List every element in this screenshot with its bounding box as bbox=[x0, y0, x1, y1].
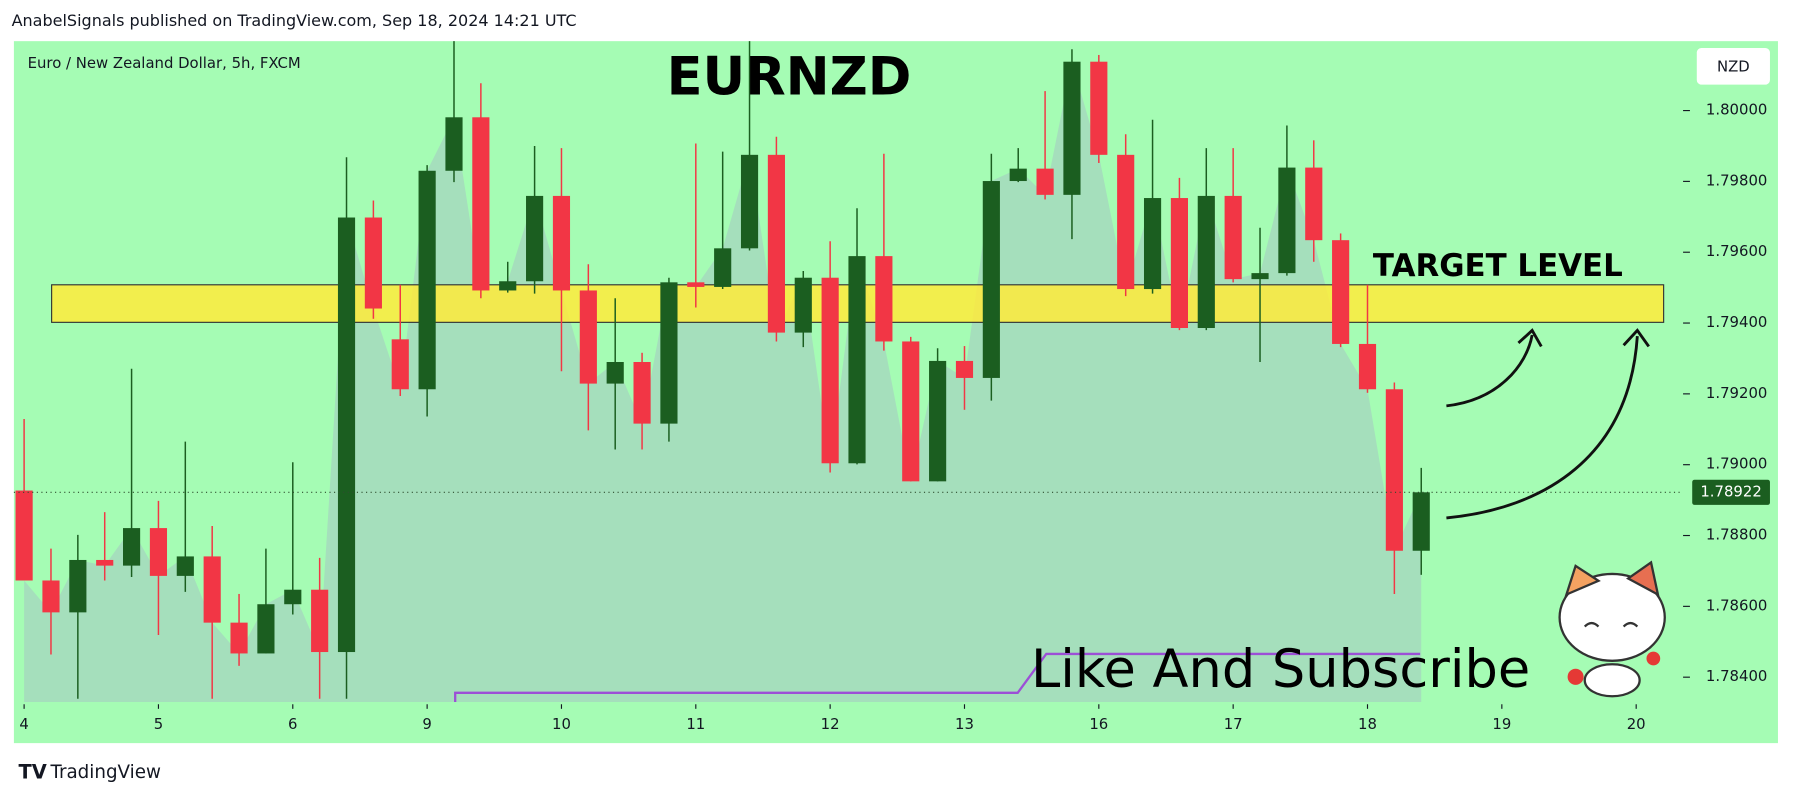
symbol-label: Euro / New Zealand Dollar, 5h, FXCM bbox=[28, 54, 301, 72]
x-tick-label: 18 bbox=[1358, 715, 1377, 733]
candle-body bbox=[1412, 492, 1430, 551]
candle-body bbox=[1385, 389, 1403, 551]
candle-body bbox=[284, 589, 302, 605]
candle-body bbox=[767, 154, 785, 333]
indicator-line bbox=[454, 652, 1421, 702]
candle-body bbox=[499, 281, 517, 291]
y-tick-label: 1.78400 bbox=[1706, 667, 1767, 685]
y-tick-label: 1.78600 bbox=[1706, 596, 1767, 614]
y-tick-label: 1.79600 bbox=[1706, 242, 1767, 260]
candle-body bbox=[203, 556, 221, 623]
candle-body bbox=[579, 290, 597, 384]
candle-body bbox=[848, 256, 866, 464]
candle-body bbox=[1170, 198, 1189, 329]
x-tick-label: 5 bbox=[154, 715, 163, 733]
candle-body bbox=[929, 360, 947, 482]
candle-body bbox=[794, 277, 812, 333]
y-tick-label: 1.79800 bbox=[1706, 171, 1767, 189]
candle-body bbox=[714, 248, 732, 287]
candle-body bbox=[526, 195, 544, 282]
currency-label: NZD bbox=[1717, 57, 1750, 75]
candle-body bbox=[418, 170, 436, 390]
last-price-box bbox=[1692, 479, 1770, 505]
x-tick-label: 17 bbox=[1224, 715, 1243, 733]
candle-body bbox=[69, 559, 87, 613]
arrow-head bbox=[1517, 328, 1543, 348]
x-tick-label: 20 bbox=[1627, 715, 1646, 733]
y-tick-label: 1.79400 bbox=[1706, 313, 1767, 331]
x-tick-label: 13 bbox=[955, 715, 974, 733]
logo: TV bbox=[18, 760, 46, 783]
last-price-label: 1.78922 bbox=[1700, 482, 1761, 500]
x-tick-label: 12 bbox=[821, 715, 840, 733]
candle-body bbox=[633, 362, 651, 424]
x-tick-label: 10 bbox=[552, 715, 571, 733]
candle-body bbox=[955, 360, 974, 378]
annotation: Like And Subscribe bbox=[1031, 639, 1530, 700]
candle-body bbox=[1090, 61, 1108, 155]
cat-sticker bbox=[1558, 560, 1666, 698]
candle-body bbox=[123, 528, 141, 566]
currency-box bbox=[1696, 48, 1770, 85]
header: AnabelSignals published on TradingView.c… bbox=[12, 11, 577, 30]
candle-body bbox=[230, 622, 248, 654]
candle-body bbox=[472, 117, 490, 291]
candle-body bbox=[687, 282, 705, 287]
candle-body bbox=[337, 217, 356, 653]
candle-body bbox=[1143, 198, 1162, 290]
candle-body bbox=[1251, 273, 1269, 280]
candle-body bbox=[740, 154, 759, 249]
candle-body bbox=[1224, 195, 1242, 280]
y-tick-label: 1.79200 bbox=[1706, 384, 1767, 402]
candle-body bbox=[821, 277, 839, 464]
arrow bbox=[1446, 334, 1534, 408]
x-tick-label: 16 bbox=[1089, 715, 1108, 733]
candle-body bbox=[875, 256, 893, 342]
candle-body bbox=[1063, 61, 1081, 195]
candle-body bbox=[15, 490, 33, 581]
candle-body bbox=[1036, 168, 1054, 195]
chart-title: EURNZD bbox=[667, 47, 912, 108]
candle-body bbox=[445, 117, 463, 171]
candle-body bbox=[257, 604, 275, 654]
candle-body bbox=[606, 362, 624, 384]
candle-body bbox=[42, 580, 60, 613]
candle-body bbox=[1332, 240, 1350, 344]
footer: TradingView bbox=[49, 762, 161, 783]
candle-body bbox=[552, 195, 571, 291]
y-tick-label: 1.79000 bbox=[1706, 455, 1767, 473]
arrow-head bbox=[1622, 328, 1650, 348]
candle-body bbox=[391, 339, 409, 390]
x-tick-label: 19 bbox=[1492, 715, 1511, 733]
candle-body bbox=[1305, 167, 1323, 241]
candle-body bbox=[982, 181, 1000, 378]
candle-body bbox=[660, 282, 678, 424]
candle-body bbox=[96, 559, 114, 566]
candle-body bbox=[1278, 167, 1296, 274]
candle-body bbox=[1009, 168, 1027, 182]
x-tick-label: 6 bbox=[288, 715, 297, 733]
x-tick-label: 4 bbox=[19, 715, 28, 733]
candle-body bbox=[1358, 343, 1377, 390]
target-label: TARGET LEVEL bbox=[1373, 248, 1623, 284]
candle-body bbox=[176, 556, 194, 576]
y-tick-label: 1.80000 bbox=[1706, 101, 1767, 119]
candle-body bbox=[1197, 195, 1215, 329]
y-tick-label: 1.78800 bbox=[1706, 526, 1767, 544]
candle-body bbox=[149, 528, 168, 576]
x-tick-label: 11 bbox=[686, 715, 705, 733]
arrow bbox=[1446, 336, 1639, 520]
candle-body bbox=[364, 217, 382, 309]
candle-body bbox=[311, 589, 329, 653]
candle-body bbox=[1117, 154, 1135, 290]
candle-body bbox=[902, 341, 920, 482]
x-tick-label: 9 bbox=[422, 715, 431, 733]
